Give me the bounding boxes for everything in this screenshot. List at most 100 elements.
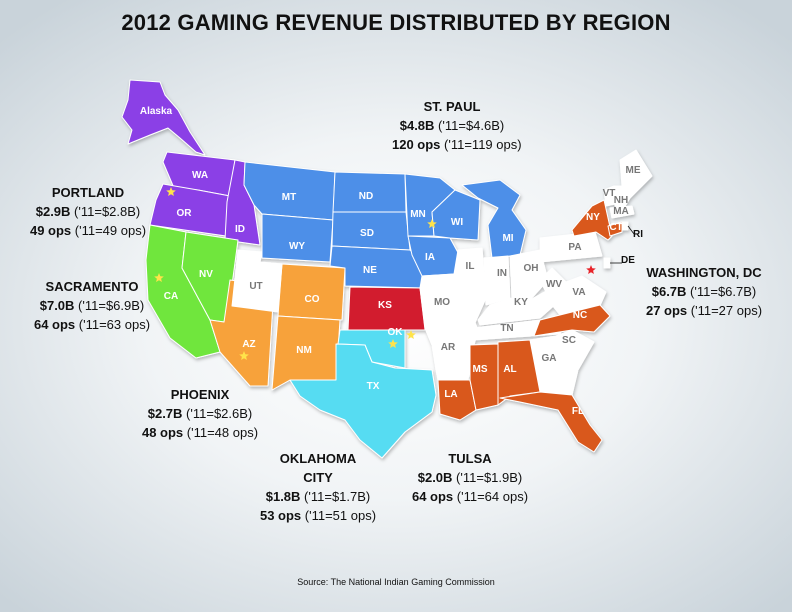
state-label-tn: TN — [500, 323, 513, 334]
region-revenue: $6.7B — [651, 284, 687, 299]
state-label-tx: TX — [367, 381, 380, 392]
state-label-sd: SD — [360, 228, 374, 239]
state-label-ut: UT — [249, 281, 262, 292]
state-label-ri: RI — [633, 229, 643, 240]
region-ops-prev: ('11=119 ops) — [440, 137, 522, 152]
region-office-star-sacramento — [154, 273, 164, 282]
state-sc — [555, 329, 595, 371]
region-revenue-prev: ('11=$2.8B) — [70, 204, 141, 219]
state-label-mt: MT — [282, 192, 296, 203]
state-de — [603, 257, 611, 269]
region-ops: 48 ops — [141, 425, 184, 440]
state-co — [277, 263, 346, 321]
region-office-star-st-paul — [427, 219, 437, 228]
state-label-mi: MI — [502, 233, 513, 244]
state-label-ct: CT — [609, 222, 622, 233]
state-label-in: IN — [497, 268, 507, 279]
state-label-or: OR — [177, 208, 193, 219]
state-ms — [469, 343, 499, 411]
state-label-nc: NC — [573, 310, 587, 321]
region-name: PORTLAND — [51, 185, 125, 200]
region-revenue: $2.9B — [35, 204, 71, 219]
state-nc — [533, 304, 611, 337]
state-label-ar: AR — [441, 342, 456, 353]
region-revenue: $7.0B — [39, 298, 75, 313]
region-sacramento: SACRAMENTO $7.0B ('11=$6.9B) 64 ops ('11… — [21, 277, 163, 334]
state-me — [619, 149, 653, 199]
region-revenue: $2.0B — [417, 470, 453, 485]
source-note: Source: The National Indian Gaming Commi… — [297, 577, 495, 587]
state-label-sc: SC — [562, 335, 576, 346]
state-label-oh: OH — [524, 263, 539, 274]
region-washington-dc: WASHINGTON, DC $6.7B ('11=$6.7B) 27 ops … — [636, 263, 772, 320]
state-ma — [609, 205, 635, 219]
state-label-ok: OK — [388, 327, 404, 338]
state-label-nm: NM — [296, 345, 312, 356]
state-label-fl: FL — [572, 406, 584, 417]
state-label-la: LA — [444, 389, 457, 400]
region-revenue-prev: ('11=$6.7B) — [686, 284, 757, 299]
state-label-nh: NH — [614, 195, 628, 206]
state-label-pa: PA — [568, 242, 581, 253]
region-name: WASHINGTON, DC — [646, 265, 762, 280]
state-label-wa: WA — [192, 170, 208, 181]
state-label-ny: NY — [586, 212, 600, 223]
state-wy — [261, 213, 334, 263]
region-revenue-prev: ('11=$6.9B) — [74, 298, 145, 313]
region-ops-prev: ('11=51 ops) — [301, 508, 377, 523]
state-label-il: IL — [466, 261, 475, 272]
region-name: SACRAMENTO — [45, 279, 139, 294]
region-ops: 53 ops — [259, 508, 302, 523]
region-name: PHOENIX — [170, 387, 230, 402]
state-label-nd: ND — [359, 191, 373, 202]
region-ops-prev: ('11=64 ops) — [453, 489, 529, 504]
region-revenue-prev: ('11=$4.6B) — [434, 118, 505, 133]
state-nh — [613, 185, 631, 209]
region-portland: PORTLAND $2.9B ('11=$2.8B) 49 ops ('11=4… — [17, 183, 159, 240]
state-label-ma: MA — [613, 206, 629, 217]
state-label-mn: MN — [410, 209, 426, 220]
map-title: 2012 GAMING REVENUE DISTRIBUTED BY REGIO… — [121, 10, 671, 35]
state-label-vt: VT — [603, 188, 616, 199]
region-ops: 49 ops — [29, 223, 72, 238]
region-office-star-phoenix — [239, 351, 249, 360]
state-ny — [571, 199, 613, 241]
leader-line — [627, 225, 635, 235]
state-label-de: DE — [621, 255, 635, 266]
state-tx — [289, 343, 437, 459]
state-label-ia: IA — [425, 252, 435, 263]
state-wi — [431, 189, 481, 241]
state-in — [483, 255, 511, 306]
state-label-wi: WI — [451, 217, 463, 228]
state-label-az: AZ — [242, 339, 255, 350]
region-office-star-washington-dc — [586, 265, 596, 274]
region-revenue: $2.7B — [147, 406, 183, 421]
state-ks — [347, 286, 426, 331]
region-revenue: $1.8B — [265, 489, 301, 504]
region-ops-prev: ('11=48 ops) — [183, 425, 259, 440]
state-label-ca: CA — [164, 291, 178, 302]
state-label-ky: KY — [514, 297, 528, 308]
state-il — [453, 247, 487, 326]
region-tulsa: TULSA $2.0B ('11=$1.9B) 64 ops ('11=64 o… — [400, 449, 540, 506]
state-label-me: ME — [626, 165, 641, 176]
state-la — [437, 379, 477, 421]
region-name: TULSA — [448, 451, 492, 466]
state-oh — [509, 249, 549, 301]
state-ri — [621, 221, 629, 231]
state-label-va: VA — [572, 287, 585, 298]
region-st-paul: ST. PAUL $4.8B ('11=$4.6B) 120 ops ('11=… — [392, 97, 522, 154]
region-ops-prev: ('11=27 ops) — [687, 303, 763, 318]
region-office-star-oklahoma-city — [388, 339, 398, 348]
region-office-star-tulsa — [406, 330, 416, 339]
state-alaska — [121, 79, 206, 156]
state-ct — [607, 221, 623, 237]
state-label-nv: NV — [199, 269, 213, 280]
state-label-al: AL — [503, 364, 516, 375]
state-label-wy: WY — [289, 241, 305, 252]
region-ops: 64 ops — [33, 317, 76, 332]
region-phoenix: PHOENIX $2.7B ('11=$2.6B) 48 ops ('11=48… — [130, 385, 270, 442]
state-label-id: ID — [235, 224, 245, 235]
state-label-alaska: Alaska — [140, 106, 173, 117]
region-ops: 27 ops — [645, 303, 688, 318]
